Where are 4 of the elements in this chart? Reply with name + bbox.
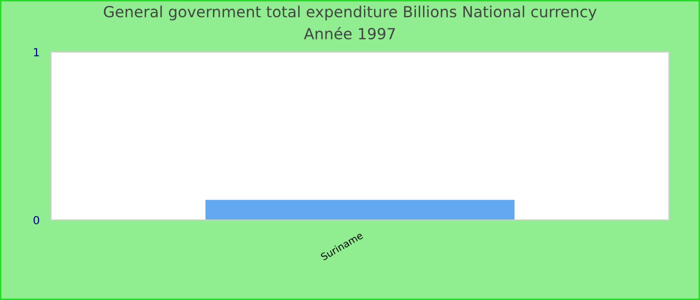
y-tick-label: 1 (34, 48, 39, 56)
y-tick-label: 0 (34, 216, 40, 224)
chart-subtitle: Année 1997 (304, 26, 395, 40)
chart-title: General government total expenditure Billions National currency (104, 6, 597, 20)
